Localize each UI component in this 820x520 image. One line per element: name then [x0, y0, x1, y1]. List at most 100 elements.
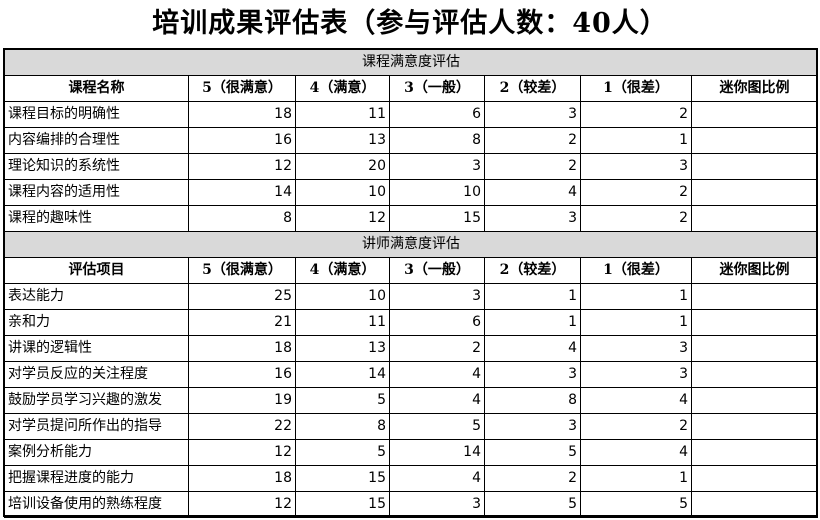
score-cell[interactable]: 10 [295, 179, 390, 206]
row-name-cell[interactable]: 对学员反应的关注程度 [4, 361, 189, 388]
score-cell[interactable]: 2 [484, 153, 581, 180]
score-cell[interactable]: 1 [484, 283, 581, 310]
sparkline-cell[interactable] [691, 439, 818, 466]
score-cell[interactable]: 21 [188, 309, 296, 336]
sparkline-cell[interactable] [691, 465, 818, 492]
score-cell[interactable]: 4 [389, 387, 485, 414]
row-name-cell[interactable]: 培训设备使用的熟练程度 [4, 491, 189, 518]
score-cell[interactable]: 13 [295, 335, 390, 362]
score-cell[interactable]: 2 [389, 335, 485, 362]
row-name-cell[interactable]: 把握课程进度的能力 [4, 465, 189, 492]
score-cell[interactable]: 6 [389, 309, 485, 336]
score-cell[interactable]: 11 [295, 309, 390, 336]
sparkline-cell[interactable] [691, 283, 818, 310]
row-name-cell[interactable]: 内容编排的合理性 [4, 127, 189, 154]
row-name-cell[interactable]: 表达能力 [4, 283, 189, 310]
row-name-cell[interactable]: 亲和力 [4, 309, 189, 336]
row-name-cell[interactable]: 理论知识的系统性 [4, 153, 189, 180]
sparkline-cell[interactable] [691, 101, 818, 128]
score-cell[interactable]: 4 [389, 361, 485, 388]
score-cell[interactable]: 16 [188, 361, 296, 388]
score-cell[interactable]: 6 [389, 101, 485, 128]
score-cell[interactable]: 4 [484, 335, 581, 362]
score-cell[interactable]: 3 [484, 413, 581, 440]
score-cell[interactable]: 11 [295, 101, 390, 128]
row-name-cell[interactable]: 对学员提问所作出的指导 [4, 413, 189, 440]
score-cell[interactable]: 8 [188, 205, 296, 232]
row-name-cell[interactable]: 鼓励学员学习兴趣的激发 [4, 387, 189, 414]
score-cell[interactable]: 8 [484, 387, 581, 414]
row-name-cell[interactable]: 课程的趣味性 [4, 205, 189, 232]
score-cell[interactable]: 18 [188, 101, 296, 128]
score-cell[interactable]: 5 [484, 439, 581, 466]
score-cell[interactable]: 10 [295, 283, 390, 310]
score-cell[interactable]: 2 [580, 413, 692, 440]
score-cell[interactable]: 3 [389, 283, 485, 310]
score-cell[interactable]: 13 [295, 127, 390, 154]
score-cell[interactable]: 2 [580, 205, 692, 232]
row-name-cell[interactable]: 讲课的逻辑性 [4, 335, 189, 362]
row-name-cell[interactable]: 案例分析能力 [4, 439, 189, 466]
score-cell[interactable]: 3 [484, 101, 581, 128]
score-cell[interactable]: 22 [188, 413, 296, 440]
row-name-cell[interactable]: 课程目标的明确性 [4, 101, 189, 128]
score-cell[interactable]: 2 [484, 465, 581, 492]
row-name-cell[interactable]: 课程内容的适用性 [4, 179, 189, 206]
sparkline-cell[interactable] [691, 491, 818, 518]
score-cell[interactable]: 5 [295, 387, 390, 414]
score-cell[interactable]: 12 [188, 439, 296, 466]
score-cell[interactable]: 5 [295, 439, 390, 466]
score-cell[interactable]: 12 [188, 153, 296, 180]
score-cell[interactable]: 2 [580, 179, 692, 206]
score-cell[interactable]: 2 [484, 127, 581, 154]
score-cell[interactable]: 4 [389, 465, 485, 492]
score-cell[interactable]: 18 [188, 465, 296, 492]
score-cell[interactable]: 4 [580, 439, 692, 466]
score-cell[interactable]: 3 [580, 153, 692, 180]
score-cell[interactable]: 8 [389, 127, 485, 154]
evaluation-table: 课程满意度评估 课程名称 5（很满意） 4（满意） 3（一般） 2（较差） 1（很差） 迷你图… [4, 49, 818, 518]
score-cell[interactable]: 1 [580, 127, 692, 154]
score-cell[interactable]: 3 [484, 361, 581, 388]
score-cell[interactable]: 12 [295, 205, 390, 232]
score-cell[interactable]: 15 [389, 205, 485, 232]
score-cell[interactable]: 4 [580, 387, 692, 414]
score-cell[interactable]: 5 [580, 491, 692, 518]
sparkline-cell[interactable] [691, 127, 818, 154]
score-cell[interactable]: 1 [580, 465, 692, 492]
score-cell[interactable]: 25 [188, 283, 296, 310]
sparkline-cell[interactable] [691, 361, 818, 388]
score-cell[interactable]: 14 [389, 439, 485, 466]
score-cell[interactable]: 3 [389, 491, 485, 518]
score-cell[interactable]: 16 [188, 127, 296, 154]
sparkline-cell[interactable] [691, 335, 818, 362]
score-cell[interactable]: 3 [580, 335, 692, 362]
score-cell[interactable]: 10 [389, 179, 485, 206]
score-cell[interactable]: 15 [295, 465, 390, 492]
score-cell[interactable]: 15 [295, 491, 390, 518]
score-cell[interactable]: 14 [295, 361, 390, 388]
score-cell[interactable]: 1 [580, 309, 692, 336]
score-cell[interactable]: 19 [188, 387, 296, 414]
score-cell[interactable]: 4 [484, 179, 581, 206]
score-cell[interactable]: 3 [484, 205, 581, 232]
score-cell[interactable]: 3 [580, 361, 692, 388]
score-cell[interactable]: 3 [389, 153, 485, 180]
score-cell[interactable]: 18 [188, 335, 296, 362]
sparkline-cell[interactable] [691, 205, 818, 232]
sparkline-cell[interactable] [691, 387, 818, 414]
table-row: 对学员反应的关注程度 16 14 4 3 3 [4, 361, 818, 388]
sparkline-cell[interactable] [691, 179, 818, 206]
sparkline-cell[interactable] [691, 153, 818, 180]
sparkline-cell[interactable] [691, 309, 818, 336]
score-cell[interactable]: 14 [188, 179, 296, 206]
score-cell[interactable]: 5 [389, 413, 485, 440]
score-cell[interactable]: 8 [295, 413, 390, 440]
score-cell[interactable]: 20 [295, 153, 390, 180]
score-cell[interactable]: 1 [484, 309, 581, 336]
score-cell[interactable]: 12 [188, 491, 296, 518]
score-cell[interactable]: 2 [580, 101, 692, 128]
score-cell[interactable]: 5 [484, 491, 581, 518]
score-cell[interactable]: 1 [580, 283, 692, 310]
sparkline-cell[interactable] [691, 413, 818, 440]
